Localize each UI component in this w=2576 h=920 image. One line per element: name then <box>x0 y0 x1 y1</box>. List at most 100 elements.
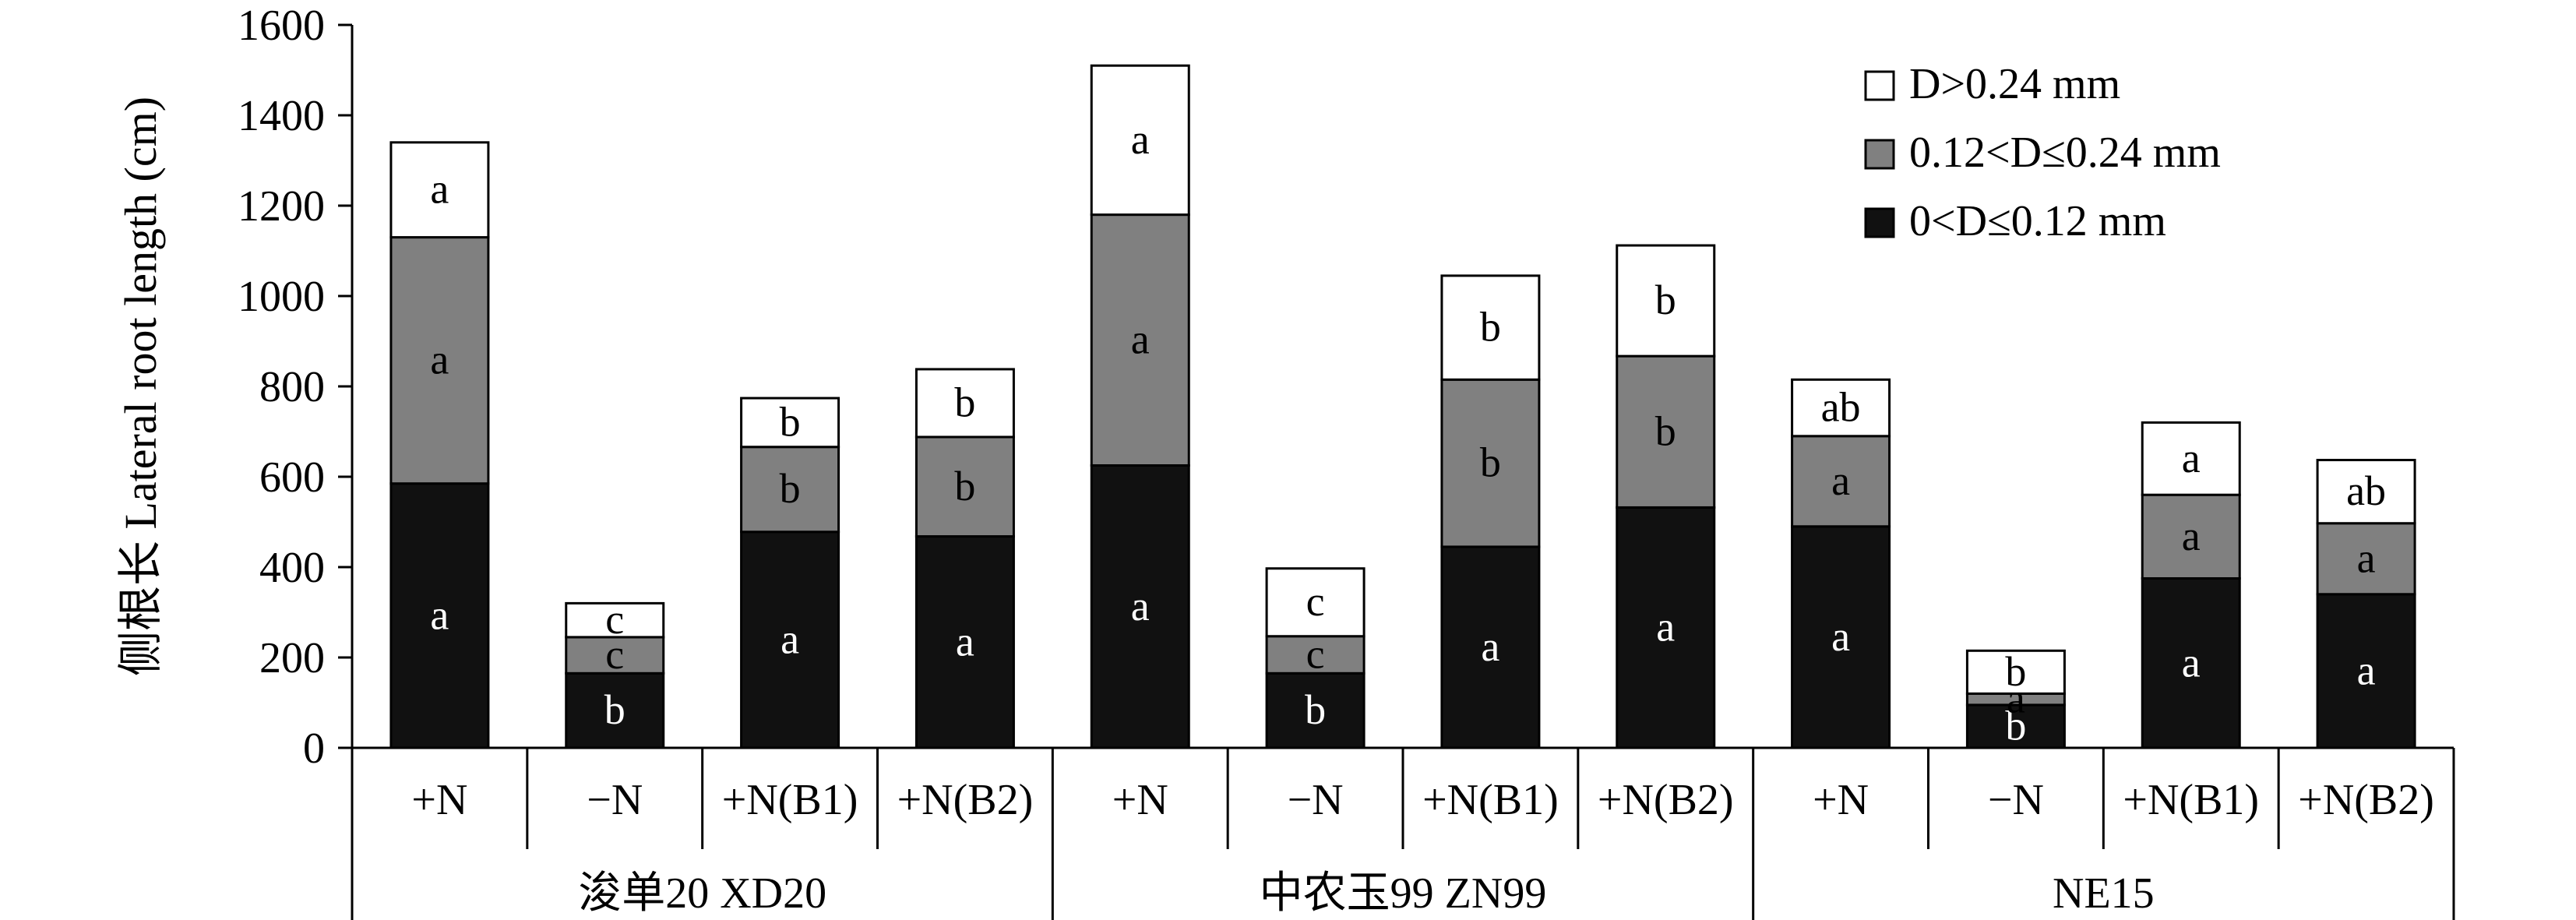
significance-letter: a <box>1831 457 1850 504</box>
x-category-label: +N <box>411 776 467 824</box>
bar-segment-0 <box>2316 593 2416 749</box>
bar-stack: a b b <box>1616 244 1716 749</box>
significance-letter: b <box>1305 686 1326 733</box>
significance-letter: b <box>780 398 801 445</box>
bar-segment-0 <box>1265 671 1366 749</box>
significance-letter: a <box>1131 583 1150 629</box>
bar-segment-1 <box>740 446 840 534</box>
significance-letter: a <box>1831 613 1850 660</box>
bar-segment-0 <box>1090 464 1190 749</box>
significance-letter: ab <box>1821 384 1861 431</box>
bar-stack: a a ab <box>2316 459 2416 749</box>
significance-letter: b <box>604 686 625 733</box>
bar-segment-1 <box>1090 213 1190 467</box>
bar-stack: a a ab <box>1791 378 1891 749</box>
legend-swatch <box>1864 70 1895 101</box>
bar-segment-0 <box>740 530 840 749</box>
significance-letter: c <box>1306 578 1325 625</box>
significance-letter: a <box>1656 604 1675 650</box>
legend-label: D>0.24 mm <box>1909 60 2120 108</box>
significance-letter: b <box>1480 439 1501 486</box>
significance-letter: a <box>430 337 449 383</box>
x-group-label: 中农玉99 ZN99 <box>1260 869 1547 918</box>
x-category-label: +N(B2) <box>897 776 1034 824</box>
significance-letter: a <box>781 615 799 662</box>
bar-stack: a a a <box>389 141 490 749</box>
significance-letter: a <box>430 166 449 213</box>
x-category-label: +N(B2) <box>1598 776 1734 824</box>
bar-segment-2 <box>1090 64 1190 217</box>
bar-segment-0 <box>1965 703 2066 749</box>
x-group-label: 浚单20 XD20 <box>578 869 826 918</box>
significance-letter: b <box>780 465 801 512</box>
y-axis: 0 200 400 600 800 1000 1200 1400 1600 <box>238 2 354 773</box>
significance-letter: b <box>1655 277 1676 323</box>
bar-stack: a bb <box>740 397 840 749</box>
bar-segment-1 <box>2141 493 2241 580</box>
legend-swatch <box>1864 207 1895 238</box>
x-category-label: −N <box>1988 776 2044 824</box>
bar-segment-2 <box>2141 421 2241 496</box>
bar-stack: aaa <box>1090 64 1190 749</box>
x-axis: +N −N +N(B1) +N(B2) 浚单20 XD20 +N −N +N(B1) +N(B2… <box>351 746 2455 920</box>
bar-segment-0 <box>1616 506 1716 749</box>
significance-letter: c <box>605 631 624 678</box>
y-tick-label: 800 <box>259 363 325 411</box>
significance-letter: b <box>2005 648 2026 695</box>
significance-letter: c <box>1306 631 1325 678</box>
bar-segment-1 <box>1616 354 1716 509</box>
y-tick-label: 1400 <box>238 92 325 140</box>
bar-stack: a b b <box>1440 274 1541 749</box>
x-category-label: +N(B1) <box>1422 776 1559 824</box>
significance-letter: a <box>2182 513 2201 559</box>
significance-letter: b <box>1655 407 1676 454</box>
bar-segment-2 <box>389 141 490 239</box>
x-category-label: −N <box>587 776 643 824</box>
x-category-label: +N <box>1813 776 1869 824</box>
significance-letter: a <box>1131 116 1150 163</box>
x-category-label: +N <box>1112 776 1168 824</box>
legend: D>0.24 mm 0.12<D≤0.24 mm 0<D≤0.12 mm <box>1864 60 2221 245</box>
significance-letter: ab <box>2346 467 2386 514</box>
y-tick-label: 1000 <box>238 273 325 321</box>
x-category-label: +N(B1) <box>722 776 858 824</box>
significance-letter: a <box>2357 647 2376 693</box>
significance-letter: a <box>1481 623 1499 670</box>
y-tick-label: 600 <box>259 453 325 502</box>
bar-stack: aaa <box>2141 421 2241 749</box>
significance-letter: a <box>956 618 974 664</box>
y-tick-label: 1600 <box>238 2 325 50</box>
significance-letter: b <box>954 463 975 509</box>
y-axis-title: 侧根长 Lateral root length (cm) <box>115 97 166 676</box>
x-category-label: +N(B1) <box>2123 776 2259 824</box>
significance-letter: b <box>2005 702 2026 749</box>
legend-label: 0.12<D≤0.24 mm <box>1909 129 2221 177</box>
significance-letter: a <box>2357 534 2376 581</box>
bar-segment-2 <box>1965 649 2066 695</box>
bar-stack: bab <box>1965 648 2066 749</box>
bar-segment-0 <box>565 671 665 749</box>
bar-segment-2 <box>914 368 1015 439</box>
bar-segment-1 <box>565 636 665 675</box>
significance-letter: a <box>430 591 449 638</box>
bar-segment-1 <box>2316 522 2416 596</box>
significance-letter: b <box>1480 304 1501 351</box>
y-axis-label: 侧根长 Lateral root length (cm) <box>115 97 166 676</box>
bar-segment-1 <box>1791 435 1891 528</box>
y-tick-label: 1200 <box>238 182 325 231</box>
bar-segment-2 <box>1616 244 1716 358</box>
bar-segment-2 <box>1440 274 1541 381</box>
bar-segment-2 <box>565 601 665 639</box>
y-tick-label: 400 <box>259 544 325 592</box>
legend-swatch <box>1864 139 1895 170</box>
y-tick-label: 200 <box>259 634 325 682</box>
legend-label: 0<D≤0.12 mm <box>1909 197 2166 245</box>
bar-segment-2 <box>740 397 840 449</box>
significance-letter: b <box>954 379 975 425</box>
x-category-label: −N <box>1288 776 1344 824</box>
bar-segment-2 <box>2316 459 2416 525</box>
bar-segment-1 <box>389 236 490 485</box>
significance-letter: a <box>2182 435 2201 481</box>
